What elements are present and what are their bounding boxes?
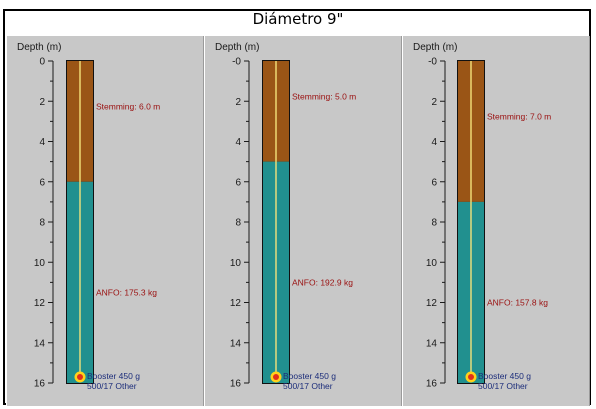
figure-title: Diámetro 9" — [252, 10, 344, 28]
y-axis-label: Depth (m) — [215, 42, 259, 53]
y-tick-label: 8 — [39, 218, 45, 229]
detonator-label: 500/17 Other — [478, 381, 528, 391]
y-tick-label: 16 — [426, 379, 438, 390]
booster-inner — [273, 374, 279, 380]
y-tick-label: 4 — [235, 137, 241, 148]
explosive-label: ANFO: 157.8 kg — [487, 297, 548, 307]
y-tick-label: 8 — [235, 218, 241, 229]
stemming-label: Stemming: 5.0 m — [292, 91, 356, 101]
y-tick-label: 6 — [431, 177, 437, 188]
stemming-label: Stemming: 6.0 m — [96, 101, 160, 111]
y-tick-label: 10 — [34, 258, 46, 269]
detonator-label: 500/17 Other — [283, 381, 333, 391]
booster-label: Booster 450 g — [87, 371, 140, 381]
stemming-label: Stemming: 7.0 m — [487, 111, 551, 121]
y-tick-label: 6 — [235, 177, 241, 188]
y-tick-label: -0 — [428, 57, 437, 68]
y-tick-label: 16 — [34, 379, 46, 390]
booster-label: Booster 450 g — [283, 371, 336, 381]
y-tick-label: 4 — [39, 137, 45, 148]
detonator-label: 500/17 Other — [87, 381, 137, 391]
y-tick-label: 2 — [235, 97, 241, 108]
y-tick-label: 10 — [230, 258, 242, 269]
y-tick-label: 14 — [34, 338, 46, 349]
y-tick-label: 0 — [39, 57, 45, 68]
y-tick-label: 12 — [34, 298, 46, 309]
booster-inner — [468, 374, 474, 380]
y-tick-label: 8 — [431, 218, 437, 229]
y-tick-label: 2 — [39, 97, 45, 108]
explosive-label: ANFO: 175.3 kg — [96, 287, 157, 297]
borehole-panel-1: Depth (m) 0 2 4 6 8 10 12 14 16 Stemming: 6.0 m ANF… — [6, 36, 204, 406]
borehole-panel-2: Depth (m) -0 2 4 6 8 10 12 14 16 Stemming: 5.0 m AN… — [204, 36, 402, 406]
y-tick-label: 2 — [431, 97, 437, 108]
y-tick-label: 4 — [431, 137, 437, 148]
borehole-chart-1: Depth (m) 0 2 4 6 8 10 12 14 16 Stemming: 6.0 m ANF… — [17, 42, 160, 391]
y-tick-label: 6 — [39, 177, 45, 188]
y-tick-label: -0 — [232, 57, 241, 68]
y-tick-label: 14 — [426, 338, 438, 349]
y-tick-label: 16 — [230, 379, 242, 390]
booster-label: Booster 450 g — [478, 371, 531, 381]
y-tick-label: 14 — [230, 338, 242, 349]
borehole-chart-2: Depth (m) -0 2 4 6 8 10 12 14 16 Stemming: 5.0 m AN… — [215, 42, 356, 391]
borehole-panel-3: Depth (m) -0 2 4 6 8 10 12 14 16 Stemming: 7.0 m AN… — [402, 36, 590, 406]
borehole-chart-3: Depth (m) -0 2 4 6 8 10 12 14 16 Stemming: 7.0 m AN… — [413, 42, 551, 391]
booster-inner — [77, 374, 83, 380]
y-axis-label: Depth (m) — [17, 42, 61, 53]
y-tick-label: 10 — [426, 258, 438, 269]
y-tick-label: 12 — [426, 298, 438, 309]
y-tick-label: 12 — [230, 298, 242, 309]
y-axis-label: Depth (m) — [413, 42, 457, 53]
explosive-label: ANFO: 192.9 kg — [292, 277, 353, 287]
